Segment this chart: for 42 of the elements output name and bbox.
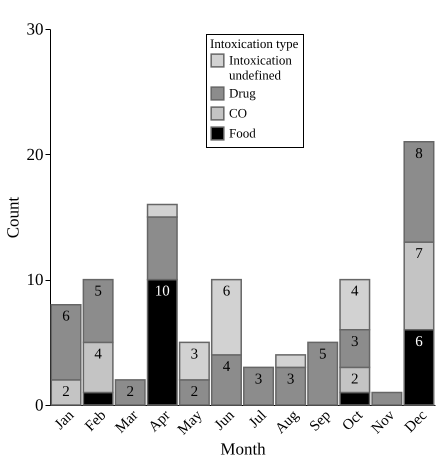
x-tick-label: May <box>174 407 206 438</box>
y-tick-label: 0 <box>35 396 44 414</box>
x-tick-label: Oct <box>339 406 367 434</box>
data-label: 3 <box>351 334 359 350</box>
data-label: 3 <box>254 371 262 388</box>
data-label: 5 <box>318 346 326 362</box>
legend-label: Drug <box>229 86 256 100</box>
y-tick-label: 20 <box>26 144 44 164</box>
data-label: 10 <box>154 284 170 300</box>
x-tick-label: Feb <box>82 408 110 435</box>
data-label: 4 <box>351 284 360 300</box>
y-tick-label: 30 <box>26 20 44 38</box>
data-label: 3 <box>286 371 294 388</box>
legend-label: Intoxication undefined <box>229 52 292 82</box>
legend-label: Food <box>229 126 256 140</box>
data-label: 6 <box>415 334 424 350</box>
data-label: 6 <box>62 308 70 325</box>
y-axis-title: Count <box>4 196 22 238</box>
x-tick-label: Dec <box>402 407 431 436</box>
y-tick-label: 10 <box>26 270 44 290</box>
legend-title: Intoxication type <box>210 36 299 51</box>
legend-label: CO <box>229 106 248 120</box>
data-label: 3 <box>190 346 198 362</box>
x-tick-label: Apr <box>146 407 174 436</box>
x-tick-label: Jul <box>246 408 270 432</box>
data-label: 8 <box>415 146 423 162</box>
data-label: 2 <box>126 384 134 400</box>
data-label: 7 <box>415 246 424 262</box>
data-label: 4 <box>222 358 231 375</box>
data-label: 4 <box>94 346 102 362</box>
x-tick-label: Nov <box>368 407 399 438</box>
data-label: 2 <box>62 384 70 400</box>
data-label: 5 <box>94 284 102 300</box>
x-axis-title: Month <box>220 440 266 459</box>
x-tick-label: Mar <box>112 408 142 436</box>
x-tick-label: Jun <box>212 407 238 434</box>
data-label: 2 <box>351 371 359 388</box>
data-label: 2 <box>190 384 198 400</box>
x-tick-label: Jan <box>52 407 78 433</box>
data-label: 6 <box>222 284 231 300</box>
x-tick-label: Aug <box>272 407 302 438</box>
x-tick-label: Sep <box>306 408 334 435</box>
